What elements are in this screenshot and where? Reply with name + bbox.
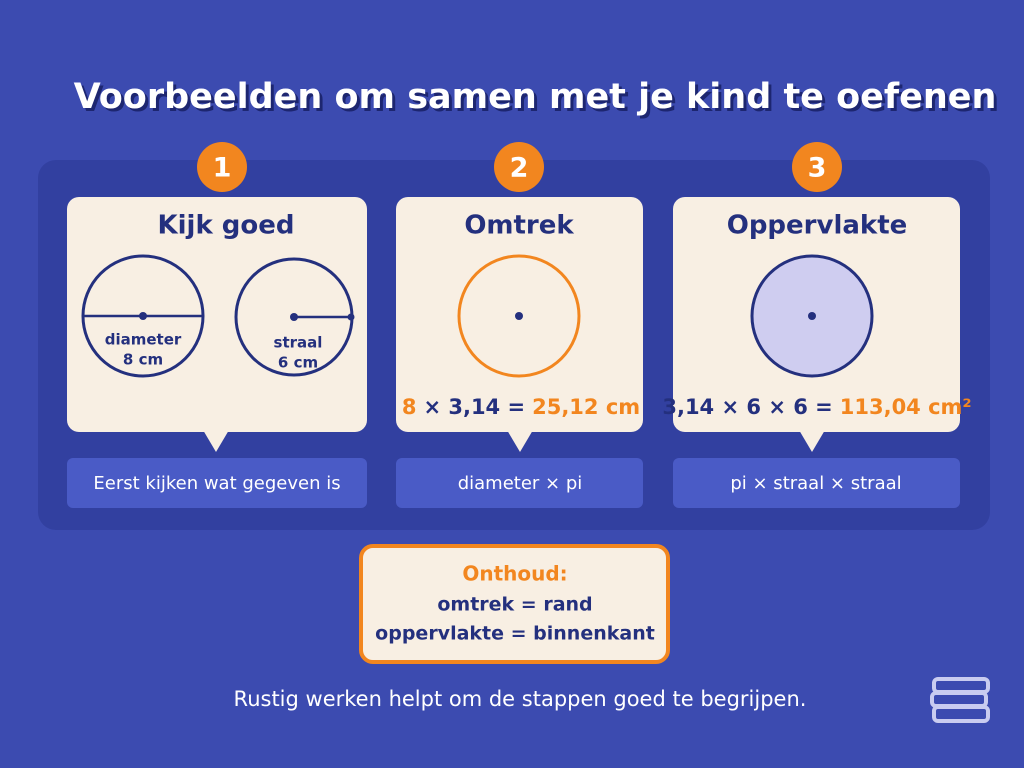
remember-line: oppervlakte = binnenkant xyxy=(375,623,655,645)
step-number: 3 xyxy=(808,153,827,184)
title: Voorbeelden om samen met je kind te oefe… xyxy=(74,77,997,117)
caption-box xyxy=(67,458,367,508)
pointer xyxy=(799,430,825,452)
label: straal xyxy=(274,334,323,352)
center-dot xyxy=(139,312,147,320)
step-number: 2 xyxy=(510,153,529,184)
step-title: Oppervlakte xyxy=(727,211,908,241)
label: 6 cm xyxy=(278,354,318,372)
center-dot xyxy=(290,313,298,321)
edge-dot xyxy=(347,313,355,321)
book-icon xyxy=(930,677,990,723)
caption: pi × straal × straal xyxy=(730,473,901,494)
step-3: 3 Oppervlakte 3,14 × 6 × 6 = 113,04 cm² p… xyxy=(662,142,972,508)
remember-title: Onthoud: xyxy=(462,562,567,586)
title-shadow: Voorbeelden om samen met je kind te oefe… xyxy=(77,80,1000,120)
remember-line: omtrek = rand xyxy=(437,594,592,616)
formula-part: 8 xyxy=(402,395,417,419)
center-dot xyxy=(808,312,816,320)
step-2: 2 Omtrek 8 × 3,14 = 25,12 cm diameter × pi xyxy=(396,142,643,508)
center-dot xyxy=(515,312,523,320)
badge xyxy=(197,142,247,192)
step-number: 1 xyxy=(213,153,232,184)
formula-result: 113,04 cm² xyxy=(840,395,972,419)
badge xyxy=(494,142,544,192)
remember-box xyxy=(359,544,670,664)
footer: Rustig werken helpt om de stappen goed t… xyxy=(234,687,807,711)
formula: 3,14 × 6 × 6 = 113,04 cm² xyxy=(662,395,971,419)
remember: Onthoud: omtrek = rand oppervlakte = bin… xyxy=(359,544,670,664)
formula-result: 25,12 cm xyxy=(532,395,640,419)
caption-box xyxy=(396,458,643,508)
label: 8 cm xyxy=(123,351,163,369)
badge xyxy=(792,142,842,192)
formula: 8 × 3,14 = 25,12 cm xyxy=(402,395,640,419)
step-title: Kijk goed xyxy=(157,211,294,241)
formula-part: 3,14 × 6 × 6 = xyxy=(662,395,832,419)
pointer xyxy=(507,430,533,452)
caption: diameter × pi xyxy=(458,473,583,494)
formula-part: × 3,14 = xyxy=(423,395,525,419)
caption: Eerst kijken wat gegeven is xyxy=(93,473,340,494)
label: diameter xyxy=(105,331,182,349)
step-1: 1 Kijk goed diameter 8 cm straal 6 cm Ee… xyxy=(67,142,367,508)
caption-box xyxy=(673,458,960,508)
step-title: Omtrek xyxy=(464,211,574,241)
circle xyxy=(457,254,581,378)
pointer xyxy=(203,430,229,452)
